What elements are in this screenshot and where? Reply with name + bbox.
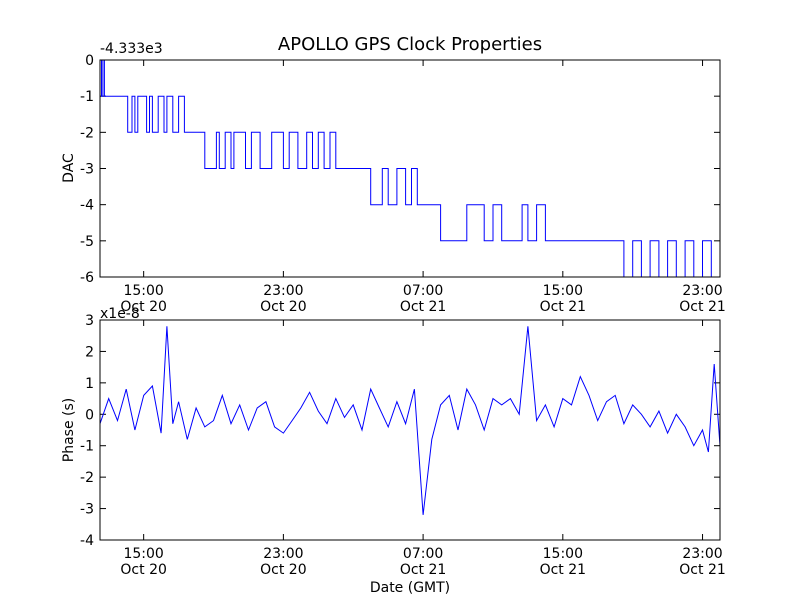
phase-xtick-date-label: Oct 20 xyxy=(260,562,306,578)
dac-xtick-time-label: 23:00 xyxy=(682,283,722,299)
dac-ytick-label: 0 xyxy=(85,53,94,69)
phase-xtick-time-label: 07:00 xyxy=(403,546,443,562)
phase-ytick-label: -1 xyxy=(80,439,94,455)
phase-ytick-label: 2 xyxy=(85,344,94,360)
dac-xtick-time-label: 15:00 xyxy=(543,283,583,299)
phase-ytick-label: -2 xyxy=(80,470,94,486)
dac-xtick-date-label: Oct 20 xyxy=(260,299,306,315)
dac-xtick-date-label: Oct 20 xyxy=(120,299,166,315)
phase-ytick-label: -4 xyxy=(80,533,94,549)
dac-xtick-date-label: Oct 21 xyxy=(679,299,725,315)
dac-axes-frame xyxy=(99,59,721,278)
phase-xtick-date-label: Oct 21 xyxy=(679,562,725,578)
phase-xtick-time-label: 15:00 xyxy=(123,546,163,562)
phase-series-line xyxy=(99,326,721,515)
chart-title: APOLLO GPS Clock Properties xyxy=(278,34,542,55)
dac-ytick-label: -1 xyxy=(80,89,94,105)
dac-xtick-date-label: Oct 21 xyxy=(540,299,586,315)
phase-ytick-label: -3 xyxy=(80,502,94,518)
dac-xtick-time-label: 15:00 xyxy=(123,283,163,299)
phase-ytick-label: 3 xyxy=(85,313,94,329)
phase-xtick-date-label: Oct 20 xyxy=(120,562,166,578)
phase-xtick-date-label: Oct 21 xyxy=(540,562,586,578)
phase-y-axis-label: Phase (s) xyxy=(61,398,77,462)
dac-series-line xyxy=(100,59,721,278)
dac-offset-label: -4.333e3 xyxy=(100,41,163,57)
phase-axes-frame xyxy=(99,319,721,541)
phase-ytick-label: 0 xyxy=(85,407,94,423)
phase-ytick-label: 1 xyxy=(85,376,94,392)
dac-ytick-label: -2 xyxy=(80,125,94,141)
phase-xtick-time-label: 23:00 xyxy=(682,546,722,562)
phase-xtick-time-label: 23:00 xyxy=(263,546,303,562)
phase-offset-label: x1e-8 xyxy=(100,306,140,322)
dac-ytick-label: -5 xyxy=(80,234,94,250)
dac-xtick-time-label: 07:00 xyxy=(403,283,443,299)
dac-y-axis-label: DAC xyxy=(61,153,77,183)
x-axis-label: Date (GMT) xyxy=(370,580,450,596)
dac-ytick-label: -3 xyxy=(80,162,94,178)
phase-xtick-time-label: 15:00 xyxy=(543,546,583,562)
dac-ytick-label: -6 xyxy=(80,270,94,286)
phase-xtick-date-label: Oct 21 xyxy=(400,562,446,578)
dac-xtick-time-label: 23:00 xyxy=(263,283,303,299)
dac-ytick-label: -4 xyxy=(80,198,94,214)
dac-xtick-date-label: Oct 21 xyxy=(400,299,446,315)
